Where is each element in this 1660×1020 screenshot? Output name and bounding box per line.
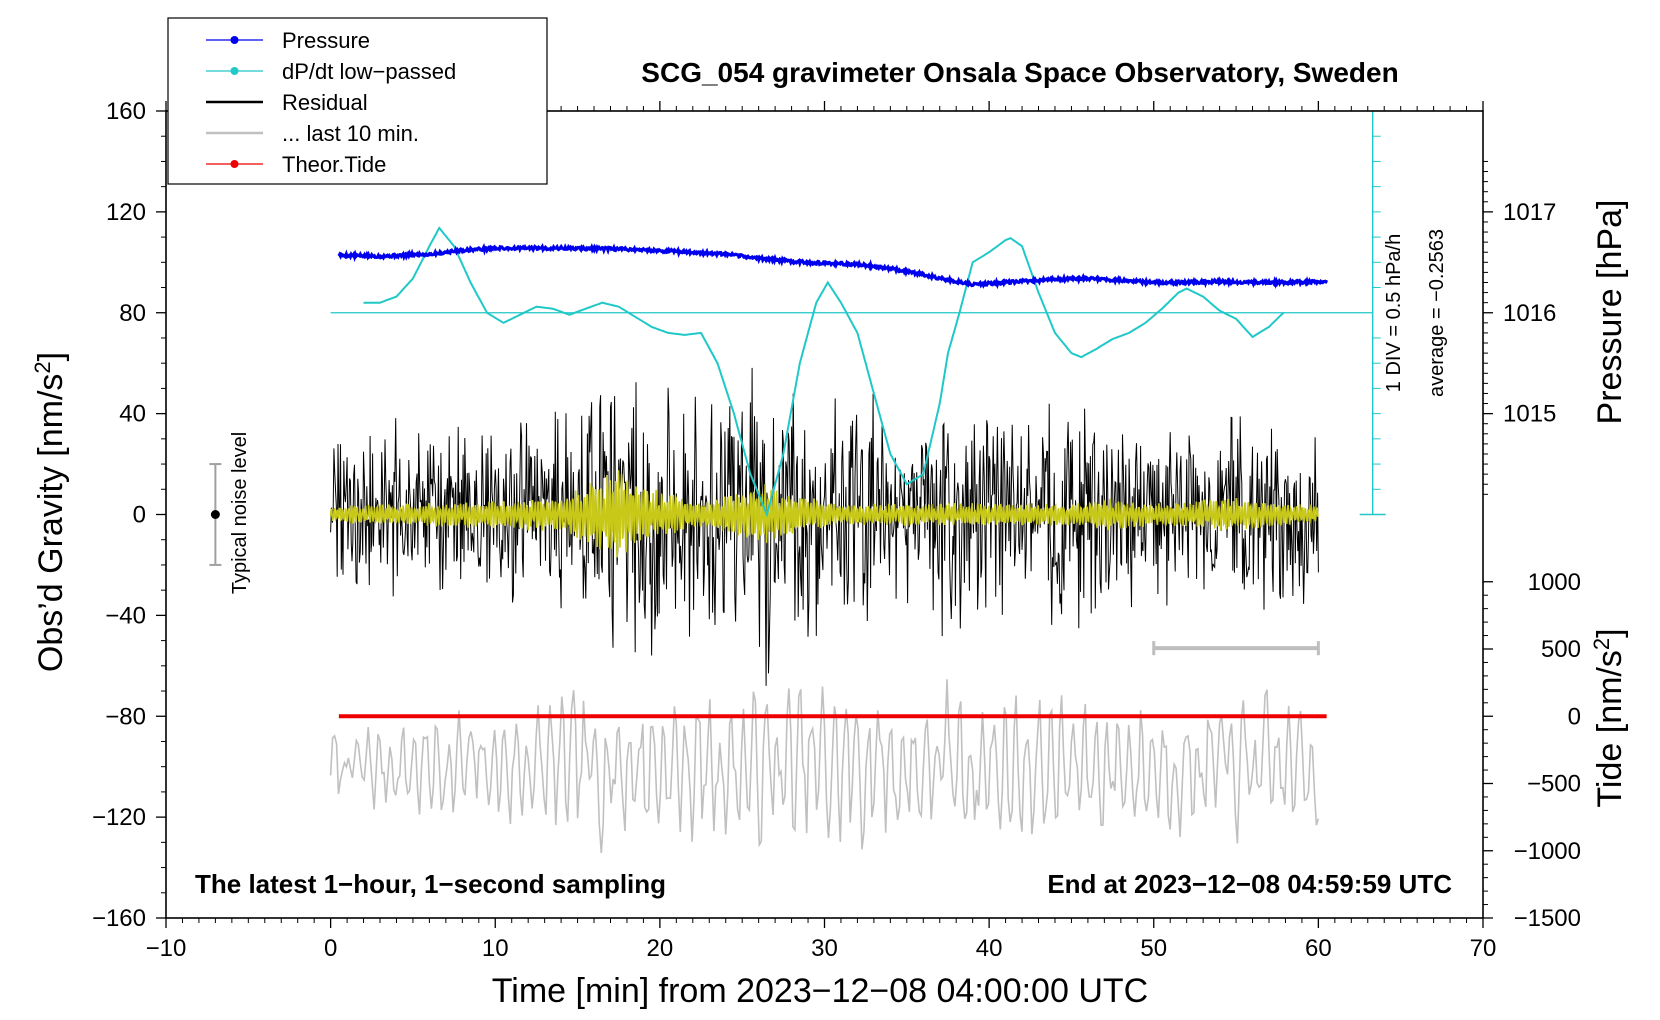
- tide-tick-label: 500: [1541, 636, 1581, 663]
- x-tick-label: 0: [324, 935, 337, 962]
- legend-marker: [230, 160, 239, 168]
- bottom-left-note: The latest 1−hour, 1−second sampling: [195, 869, 666, 899]
- legend-item: ... last 10 min.: [206, 121, 419, 146]
- bottom-right-note: End at 2023−12−08 04:59:59 UTC: [1047, 869, 1452, 899]
- x-tick-label: 30: [811, 935, 838, 962]
- data-layer: [209, 226, 1373, 854]
- tide-tick-label: −1500: [1514, 905, 1581, 932]
- y-axis-title-pressure: Pressure [hPa]: [1591, 200, 1629, 425]
- tide-tick-label: 0: [1568, 703, 1581, 730]
- legend-item: Theor.Tide: [206, 152, 386, 177]
- x-tick-label: 70: [1470, 935, 1497, 962]
- legend-item: Pressure: [206, 28, 370, 53]
- x-tick-label: 20: [647, 935, 674, 962]
- pressure-tick-label: 1015: [1503, 401, 1556, 428]
- x-tick-label: 10: [482, 935, 509, 962]
- x-axis-title: Time [min] from 2023−12−08 04:00:00 UTC: [492, 972, 1148, 1010]
- y-axis-title-left: Obs’d Gravity [nm/s2]: [30, 352, 70, 672]
- legend-label: dP/dt low−passed: [282, 59, 456, 84]
- noise-dot: [210, 510, 220, 519]
- y-tick-label: 0: [133, 502, 146, 529]
- pressure-tick-label: 1016: [1503, 300, 1556, 327]
- x-tick-label: 50: [1140, 935, 1167, 962]
- dpdt-series: [363, 226, 1285, 518]
- legend: Pressure dP/dt low−passed Residual ... last…: [167, 17, 548, 185]
- tide-tick-label: −1000: [1514, 838, 1581, 865]
- legend-label: Residual: [282, 90, 368, 115]
- y-tick-label: 160: [106, 98, 146, 125]
- legend-item: dP/dt low−passed: [206, 59, 456, 84]
- y-tick-label: −120: [92, 804, 146, 831]
- axes-layer: −10 0 10 20 30 40 50 60 70 160 120 80 40 0 −40 −80 −120 −…: [92, 98, 1581, 962]
- residual-lowpass-series: [329, 470, 1319, 558]
- legend-item: Residual: [206, 90, 368, 115]
- legend-label: Theor.Tide: [282, 152, 386, 177]
- legend-label: Pressure: [282, 28, 370, 53]
- y-tick-label: −160: [92, 905, 146, 932]
- residual-series: [330, 367, 1319, 686]
- pressure-tick-label: 1017: [1503, 199, 1556, 226]
- x-tick-label: 60: [1305, 935, 1332, 962]
- y-tick-label: 120: [106, 199, 146, 226]
- legend-label: ... last 10 min.: [282, 121, 419, 146]
- legend-marker: [230, 36, 239, 44]
- y-tick-label: 80: [119, 300, 146, 327]
- y-axis-title-tide: Tide [nm/s2]: [1589, 628, 1629, 807]
- y-tick-label: 40: [119, 401, 146, 428]
- pressure-series: [337, 242, 1329, 290]
- tide-tick-label: −500: [1527, 771, 1581, 798]
- average-label: average = −0.2563: [1426, 229, 1448, 397]
- legend-marker: [230, 67, 239, 75]
- y-tick-label: −40: [105, 602, 146, 629]
- last-10min-series: [329, 679, 1320, 854]
- x-tick-label: 40: [976, 935, 1003, 962]
- x-tick-label: −10: [146, 935, 187, 962]
- chart-title: SCG_054 gravimeter Onsala Space Observat…: [641, 57, 1398, 88]
- tide-tick-label: 1000: [1528, 569, 1581, 596]
- noise-label: Typical noise level: [229, 432, 251, 594]
- div-label: 1 DIV = 0.5 hPa/h: [1383, 234, 1405, 392]
- y-tick-label: −80: [105, 703, 146, 730]
